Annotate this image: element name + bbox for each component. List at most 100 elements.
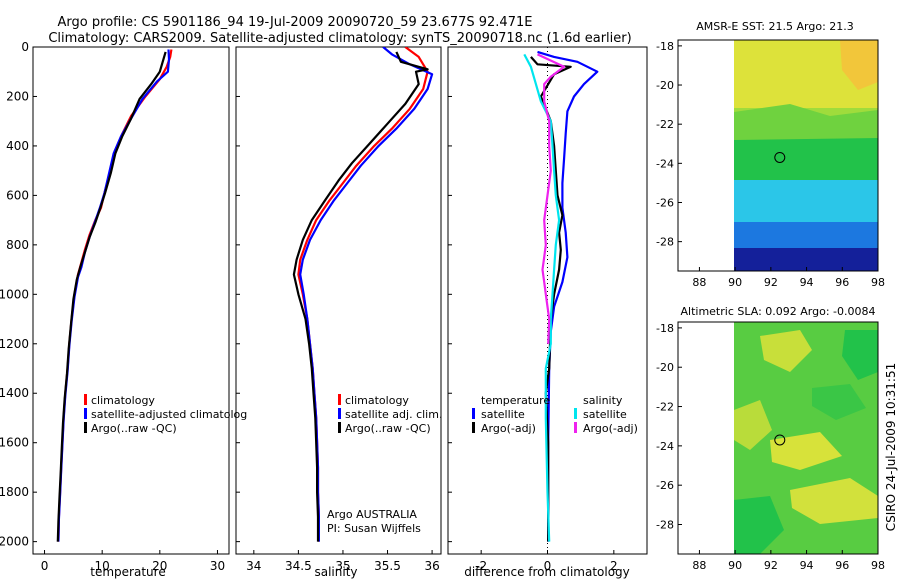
legend-label-salinity-argo: Argo(-adj)	[583, 422, 638, 435]
x-tick-label: 90	[728, 559, 742, 572]
y-tick-label: -20	[656, 79, 674, 92]
legend-swatch-argo	[338, 422, 341, 433]
x-tick-label: 92	[764, 559, 778, 572]
csiro-timestamp: CSIRO 24-Jul-2009 10:31:51	[884, 363, 898, 531]
x-tick-label: 34	[246, 559, 261, 573]
sla-yellow-patch	[734, 400, 772, 450]
y-tick-label: 1200	[0, 337, 29, 351]
x-tick-label: 94	[800, 276, 814, 289]
legend-label-climatology: climatology	[91, 394, 155, 407]
y-tick-label: 0	[21, 40, 29, 54]
sst-map-axes: 88 90 92 94 96 98 -18 -20 -22 -24 -26 -28	[656, 40, 885, 289]
series-line-salinity-argo-adj	[537, 53, 566, 344]
series-line-argo-raw-qc	[56, 51, 167, 542]
sla-green-patch	[842, 330, 878, 380]
argo-float-marker	[774, 151, 786, 163]
y-tick-label: 200	[6, 89, 29, 103]
x-tick-label: 88	[692, 559, 706, 572]
temperature-axes-frame	[32, 46, 230, 555]
difference-profile-panel: -2 0 2	[448, 46, 618, 573]
y-tick-label: -28	[656, 519, 674, 532]
legend-label-temperature-argo: Argo(-adj)	[481, 422, 536, 435]
series-group	[56, 49, 173, 542]
legend-title-temperature: temperature	[481, 394, 550, 407]
salinity-legend: climatology satellite adj. clim. Argo(..…	[338, 394, 442, 435]
x-tick-label: 35	[335, 559, 350, 573]
y-tick-label: 1600	[0, 436, 29, 450]
legend-swatch-climatology	[338, 394, 341, 405]
sst-band-mid-south	[734, 180, 878, 222]
sst-green-patch	[734, 104, 878, 140]
sst-map-frame	[677, 39, 879, 272]
sla-map-field	[734, 322, 878, 554]
sla-green-patch	[734, 496, 784, 554]
series-group	[292, 47, 434, 542]
y-tick-label: 400	[6, 139, 29, 153]
legend-label-temperature-satellite: satellite	[481, 408, 525, 421]
salinity-axes-frame	[235, 46, 442, 555]
temperature-xlabel: temperature	[90, 565, 165, 579]
y-tick-label: 1000	[0, 287, 29, 301]
y-tick-label: -26	[656, 196, 674, 209]
legend-label-satellite-adjusted: satellite adj. clim.	[345, 408, 442, 421]
y-tick-label: -18	[656, 322, 674, 335]
legend-label-salinity-satellite: satellite	[583, 408, 627, 421]
legend-title-salinity: salinity	[583, 394, 623, 407]
legend-label-argo: Argo(..raw -QC)	[91, 422, 177, 435]
series-line-satellite-adj-clim	[299, 47, 434, 542]
series-line-salinity-satellite	[523, 53, 561, 542]
figure-title-line2: Climatology: CARS2009. Satellite-adjuste…	[48, 31, 631, 46]
legend-swatch-argo	[84, 422, 87, 433]
argo-agency-annotation: Argo AUSTRALIA	[327, 508, 417, 521]
x-tick-label: 92	[764, 276, 778, 289]
x-tick-label: 96	[835, 276, 849, 289]
x-tick-label: 10	[95, 559, 110, 573]
y-tick-label: -18	[656, 40, 674, 53]
y-tick-label: -20	[656, 361, 674, 374]
x-tick-label: 90	[728, 276, 742, 289]
temperature-legend: climatology satellite-adjusted climatolo…	[84, 394, 247, 435]
sla-yellow-patch	[760, 330, 812, 372]
sst-band-far-south	[734, 248, 878, 271]
sla-map-title: Altimetric SLA: 0.092 Argo: -0.0084	[681, 305, 876, 318]
y-tick-label: -24	[656, 440, 674, 453]
x-tick-label: 30	[210, 559, 225, 573]
temperature-profile-panel: 0 200 400 600 800 1000 1200 1400 1600 1800 2000 0 10…	[0, 40, 225, 573]
y-tick-label: 1400	[0, 386, 29, 400]
salinity-xlabel: salinity	[314, 565, 357, 579]
legend-label-climatology: climatology	[345, 394, 409, 407]
y-tick-label: 600	[6, 188, 29, 202]
legend-label-argo: Argo(..raw -QC)	[345, 422, 431, 435]
sst-band-south	[734, 222, 878, 248]
legend-swatch-satellite-adjusted	[338, 408, 341, 419]
x-tick-label: 98	[871, 276, 885, 289]
x-tick-label: 34.5	[285, 559, 312, 573]
y-tick-label: -28	[656, 236, 674, 249]
sst-band-mid	[734, 136, 878, 180]
y-tick-label: -26	[656, 479, 674, 492]
sla-map-axes: 88 90 92 94 96 98 -18 -20 -22 -24 -26 -28	[656, 322, 885, 572]
sst-map-field	[734, 40, 878, 271]
legend-swatch-temperature-satellite	[472, 408, 475, 419]
sst-map-title: AMSR-E SST: 21.5 Argo: 21.3	[696, 20, 854, 33]
x-tick-label: 20	[152, 559, 167, 573]
series-group	[523, 50, 599, 542]
sst-warm-patch	[840, 40, 878, 90]
y-tick-label: -24	[656, 157, 674, 170]
x-tick-label: -2	[475, 559, 487, 573]
sla-green-patch	[812, 384, 866, 420]
figure-title-line1: Argo profile: CS 5901186_94 19-Jul-2009 …	[58, 15, 533, 30]
legend-swatch-temperature-argo	[472, 422, 475, 433]
difference-legend: temperature salinity satellite Argo(-adj…	[472, 394, 638, 435]
x-tick-label: 98	[871, 559, 885, 572]
argo-float-marker	[774, 434, 786, 446]
pi-annotation: PI: Susan Wijffels	[327, 522, 421, 535]
series-line-argo-raw-qc	[292, 51, 429, 542]
legend-label-satellite-adjusted: satellite-adjusted climatolog	[91, 408, 247, 421]
x-tick-label: 36	[424, 559, 439, 573]
salinity-profile-panel: 34 34.5 35 35.5 36	[236, 46, 440, 573]
sla-map-frame	[677, 321, 879, 555]
x-tick-label: 96	[835, 559, 849, 572]
legend-swatch-salinity-satellite	[574, 408, 577, 419]
